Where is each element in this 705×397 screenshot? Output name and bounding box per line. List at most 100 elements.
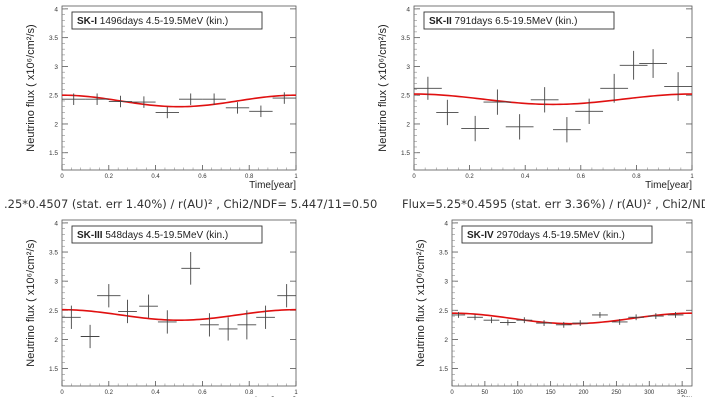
chart-svg: 0501001502002503003501.522.533.54DayNeut… — [415, 219, 693, 397]
data-point — [461, 115, 490, 142]
y-tick-label: 2 — [54, 337, 58, 344]
title-bold: SK-III — [77, 230, 103, 241]
data-point — [572, 320, 589, 327]
y-tick-label: 1.5 — [439, 366, 448, 373]
y-tick-label: 2 — [406, 121, 410, 128]
y-tick-label: 2 — [54, 121, 58, 128]
y-tick-label: 3.5 — [439, 250, 448, 257]
data-point — [132, 96, 156, 108]
chart-title: SK-I 1496days 4.5-19.5MeV (kin.) — [77, 16, 228, 27]
y-axis-label: Neutrino flux ( x10⁶/cm²/s) — [25, 239, 37, 366]
y-tick-label: 4 — [406, 6, 410, 13]
data-point — [249, 105, 273, 118]
data-point — [181, 252, 201, 285]
chart-title: SK-II 791days 6.5-19.5MeV (kin.) — [429, 16, 577, 27]
y-tick-label: 2.5 — [401, 93, 410, 100]
data-point — [256, 305, 275, 329]
data-point — [85, 93, 109, 105]
data-point — [155, 106, 179, 119]
plot-frame — [61, 219, 297, 387]
data-point — [575, 98, 604, 124]
x-axis-label: Time[year] — [645, 180, 692, 191]
data-point — [436, 99, 459, 126]
title-bold: SK-II — [429, 16, 452, 27]
data-point — [277, 284, 296, 308]
x-tick-label: 0 — [60, 174, 64, 180]
sk3-chart-panel: 00.20.40.60.811.522.533.54Time[year]Neut… — [0, 214, 345, 397]
x-tick-label: 0 — [412, 174, 416, 180]
y-axis-label: Neutrino flux ( x10⁶/cm²/s) — [25, 24, 37, 151]
x-tick-label: 0.4 — [151, 390, 160, 396]
x-tick-label: 100 — [513, 390, 524, 396]
title-rest: 1496days 4.5-19.5MeV (kin.) — [97, 16, 228, 27]
x-tick-label: 350 — [677, 390, 688, 396]
data-point — [611, 319, 628, 325]
y-tick-label: 3.5 — [401, 35, 410, 42]
title-box — [71, 11, 263, 30]
data-point — [530, 87, 559, 113]
y-tick-label: 1.5 — [49, 366, 58, 373]
x-tick-label: 0.4 — [521, 174, 530, 180]
data-point — [483, 89, 512, 115]
data-point — [202, 93, 226, 105]
y-tick-label: 3.5 — [49, 250, 58, 257]
y-tick-label: 4 — [54, 220, 58, 227]
sk4-chart-panel: 0501001502002503003501.522.533.54DayNeut… — [352, 214, 705, 397]
data-point — [157, 310, 177, 334]
chart-title: SK-III 548days 4.5-19.5MeV (kin.) — [77, 230, 228, 241]
data-point — [664, 72, 692, 101]
data-point — [452, 312, 466, 318]
fit-curve — [61, 308, 297, 321]
y-axis-label: Neutrino flux ( x10⁶/cm²/s) — [415, 239, 427, 366]
data-point — [200, 313, 219, 337]
x-tick-label: 0.6 — [198, 174, 207, 180]
data-point — [272, 92, 296, 104]
x-tick-label: 200 — [578, 390, 589, 396]
y-axis-label: Neutrino flux ( x10⁶/cm²/s) — [377, 24, 389, 151]
y-tick-label: 2.5 — [439, 308, 448, 315]
x-tick-label: 0 — [60, 390, 64, 396]
chart-svg: 0 0.2 0.4 0.6 0.8 1 1.5 2 2.5 3 3.5 4 Time[year] Neut… — [25, 5, 298, 191]
x-tick-label: 1 — [294, 174, 298, 180]
data-point — [237, 310, 257, 340]
data-point — [600, 73, 629, 103]
title-rest: 791days 6.5-19.5MeV (kin.) — [452, 16, 578, 27]
x-tick-label: 0 — [450, 390, 454, 396]
data-point — [516, 317, 533, 324]
data-point — [500, 319, 516, 326]
y-tick-label: 1.5 — [401, 150, 410, 157]
y-tick-label: 3 — [54, 279, 58, 286]
x-tick-label: 0.2 — [105, 174, 114, 180]
data-point — [62, 305, 81, 329]
data-point — [62, 93, 86, 105]
chart-title: SK-IV 2970days 4.5-19.5MeV (kin.) — [467, 230, 625, 241]
data-point — [555, 321, 572, 328]
x-tick-label: 0.6 — [577, 174, 586, 180]
y-tick-label: 4 — [54, 6, 58, 13]
title-rest: 2970days 4.5-19.5MeV (kin.) — [494, 230, 625, 241]
x-tick-label: 0.2 — [465, 174, 474, 180]
sk2-chart-panel: 0 0.2 0.4 0.6 0.8 1 1.5 2 2.5 3 3.5 4 Time[year] Neut… — [352, 0, 705, 191]
data-point — [118, 299, 137, 324]
title-box — [423, 11, 615, 30]
data-point — [647, 313, 664, 320]
x-tick-label: 0.8 — [245, 174, 254, 180]
data-point — [536, 320, 552, 327]
data-point — [179, 93, 203, 105]
x-tick-label: 0.4 — [151, 174, 160, 180]
x-tick-label: 0.8 — [245, 390, 254, 396]
data-point — [139, 294, 158, 318]
x-tick-label: 1 — [294, 390, 298, 396]
data-point — [628, 314, 644, 321]
data-point — [619, 50, 648, 80]
x-tick-label: 150 — [546, 390, 557, 396]
data-point — [467, 314, 483, 321]
plot-frame — [413, 5, 693, 171]
data-point — [483, 317, 500, 324]
x-tick-label: 0.2 — [105, 390, 114, 396]
y-tick-label: 3 — [444, 279, 448, 286]
y-tick-label: 3 — [406, 64, 410, 71]
title-rest: 548days 4.5-19.5MeV (kin.) — [103, 230, 229, 241]
data-point — [218, 317, 238, 341]
x-tick-label: 50 — [482, 390, 489, 396]
